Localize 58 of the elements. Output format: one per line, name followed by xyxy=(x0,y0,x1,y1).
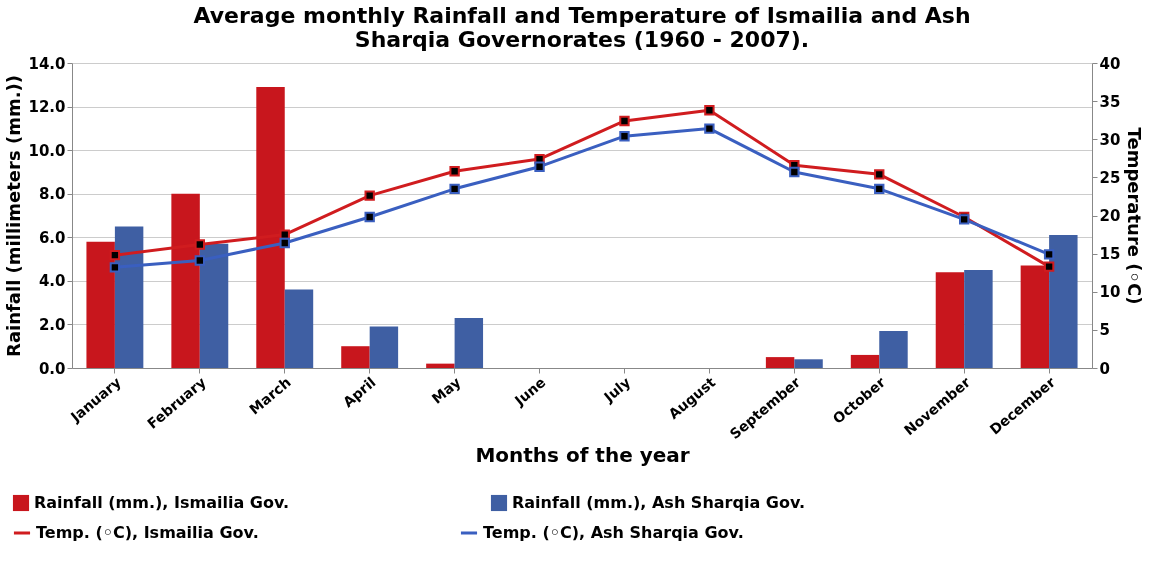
bar xyxy=(964,269,993,368)
bar xyxy=(454,317,484,368)
point xyxy=(534,161,545,172)
y-tick-label: 4.0 xyxy=(38,272,66,291)
bar xyxy=(114,226,144,368)
point xyxy=(789,166,800,178)
y2-tick-label: 5 xyxy=(1099,321,1110,340)
point xyxy=(704,123,715,134)
chart-title: Average monthly Rainfall and Temperature of Ismailia and Ash Sharqia Governorates (1960 - 2007). xyxy=(193,3,971,52)
point xyxy=(619,115,630,127)
point xyxy=(109,249,121,261)
point xyxy=(194,239,205,250)
bar xyxy=(935,272,965,368)
bar xyxy=(879,330,908,368)
point xyxy=(1043,249,1055,260)
point xyxy=(109,262,121,273)
bar xyxy=(850,354,880,368)
bar xyxy=(199,243,229,368)
bar xyxy=(284,289,314,368)
point xyxy=(874,183,885,194)
point xyxy=(364,211,375,223)
bar xyxy=(794,359,823,368)
legend-label: Temp. (◦C), Ash Sharqia Gov. xyxy=(483,523,744,542)
x-axis-title: Months of the year xyxy=(475,443,690,468)
y2-tick-label: 30 xyxy=(1099,130,1121,149)
legend-label: Rainfall (mm.), Ash Sharqia Gov. xyxy=(512,493,806,512)
bar xyxy=(1049,235,1078,368)
y-tick-label: 8.0 xyxy=(38,185,66,204)
point xyxy=(449,166,460,177)
bar xyxy=(426,363,455,368)
y-tick-label: 10.0 xyxy=(28,141,66,160)
y2-tick-label: 20 xyxy=(1099,207,1121,225)
y-tick-label: 2.0 xyxy=(38,315,66,334)
y2-axis-title: Temperature (◦C) xyxy=(1124,127,1146,305)
point xyxy=(364,190,375,201)
y2-tick-label: 15 xyxy=(1099,245,1121,264)
y2-tick-label: 10 xyxy=(1099,283,1121,302)
bar xyxy=(341,346,370,368)
y2-tick-label: 35 xyxy=(1099,92,1121,111)
point xyxy=(619,131,630,142)
y-tick-label: 12.0 xyxy=(28,98,66,117)
legend-label: Temp. (◦C), Ismailia Gov. xyxy=(36,523,259,542)
point xyxy=(1043,261,1055,272)
point xyxy=(704,105,715,116)
legend-label: Rainfall (mm.), Ismailia Gov. xyxy=(34,493,290,512)
point xyxy=(449,183,460,194)
y2-tick-label: 40 xyxy=(1099,54,1121,73)
y2-tick-label: 25 xyxy=(1099,168,1121,187)
y2-tick-label: 0 xyxy=(1099,359,1110,378)
y-tick-label: 0.0 xyxy=(38,359,66,378)
bar xyxy=(369,326,399,368)
y-tick-label: 6.0 xyxy=(38,228,66,247)
point xyxy=(874,169,885,180)
point xyxy=(194,255,205,266)
y-axis-title: Rainfall (millimeters (mm.)) xyxy=(3,75,25,357)
point xyxy=(279,237,290,249)
y-tick-label: 14.0 xyxy=(28,54,66,73)
bar xyxy=(765,357,795,368)
